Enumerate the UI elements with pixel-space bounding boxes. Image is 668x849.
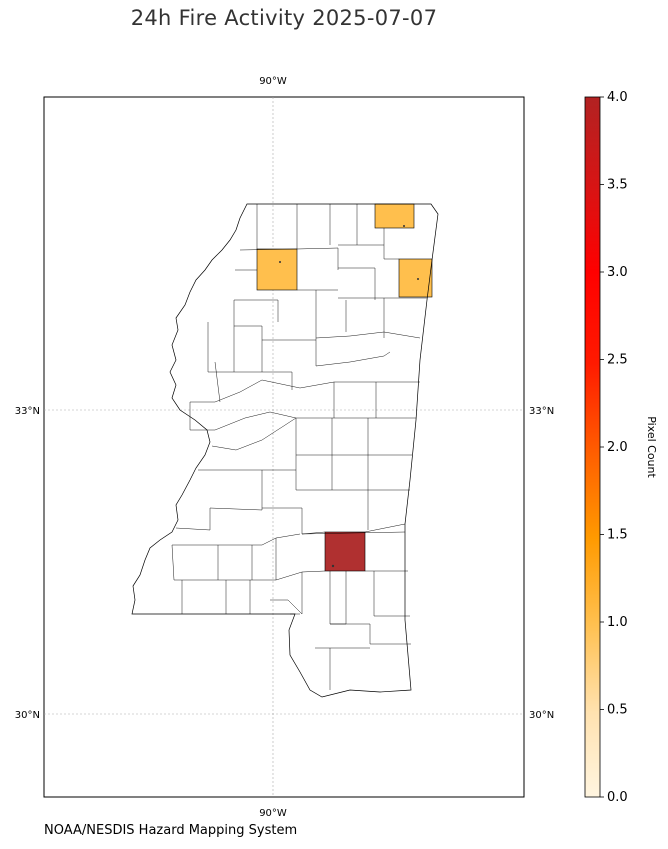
fire-detection-point: [331, 564, 335, 568]
colorbar-tick-label: 2.0: [607, 440, 628, 455]
credit-footer: NOAA/NESDIS Hazard Mapping System: [44, 823, 298, 838]
colorbar-tick-label: 1.5: [607, 528, 628, 543]
colorbar: 0.0 0.5 1.0 1.5 2.0 2.5 3.0 3.5 4.0 Pixel Count: [584, 90, 658, 805]
fire-county-layer: [256, 203, 433, 572]
fire-county-north-west: [256, 248, 298, 291]
colorbar-tick-label: 3.5: [607, 178, 628, 193]
lon-label-top: 90°W: [259, 76, 287, 87]
colorbar-label: Pixel Count: [645, 416, 658, 478]
colorbar-tick-label: 1.0: [607, 615, 628, 630]
lat-label-right-30: 30°N: [529, 710, 554, 721]
colorbar-tick-label: 3.0: [607, 265, 628, 280]
fire-detection-point: [417, 278, 419, 280]
colorbar-tick-label: 4.0: [607, 90, 628, 105]
fire-county-south-central: [324, 531, 366, 572]
colorbar-tick-label: 0.0: [607, 790, 628, 805]
colorbar-tick-label: 0.5: [607, 703, 628, 718]
lat-label-right-33: 33°N: [529, 406, 554, 417]
colorbar-ticks: 0.0 0.5 1.0 1.5 2.0 2.5 3.0 3.5 4.0: [600, 90, 628, 805]
lon-label-bottom: 90°W: [259, 808, 287, 819]
fire-detection-point: [279, 261, 281, 263]
map-frame: [43, 96, 525, 798]
fire-detection-point: [403, 225, 405, 227]
county-lines: [171, 204, 427, 690]
colorbar-gradient: [584, 96, 601, 798]
fire-county-east: [398, 258, 433, 298]
lat-label-left-30: 30°N: [15, 710, 40, 721]
fire-county-north-east: [374, 203, 415, 229]
lat-label-left-33: 33°N: [15, 406, 40, 417]
colorbar-tick-label: 2.5: [607, 353, 628, 368]
fire-detections: [279, 225, 419, 568]
state-boundary: [131, 203, 439, 698]
map-title: 24h Fire Activity 2025-07-07: [130, 6, 438, 30]
